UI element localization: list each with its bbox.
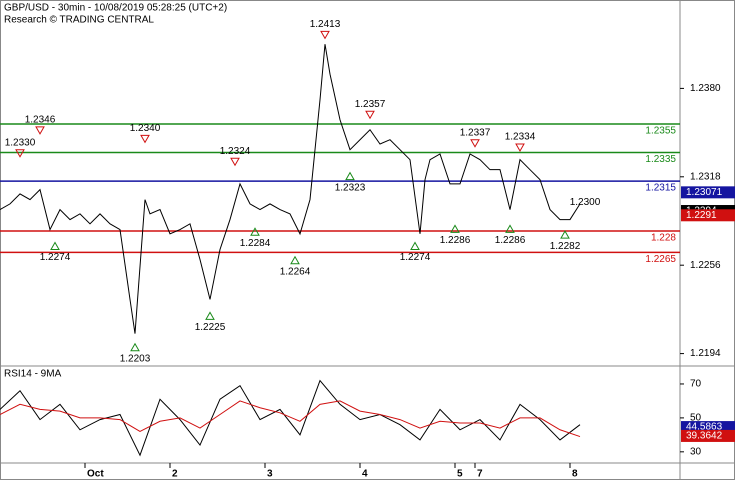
x-tick-label: 4 [362, 469, 368, 480]
marker-label: 1.2274 [400, 252, 431, 263]
marker-label: 1.2203 [120, 353, 151, 364]
high-marker [230, 157, 240, 167]
high-marker [35, 126, 45, 135]
marker-label: 1.2357 [355, 99, 386, 110]
marker-label: 1.2330 [5, 137, 36, 148]
marker-label: 1.2340 [130, 123, 161, 134]
high-marker [320, 30, 330, 40]
marker-label: 1.2274 [40, 252, 71, 263]
low-marker [50, 241, 60, 251]
marker-label: 1.2413 [310, 19, 341, 30]
high-marker [515, 143, 525, 152]
marker-label: 1.2346 [25, 115, 56, 126]
pane-title: RSI14 - 9MA [4, 369, 62, 380]
level-label: 1.2265 [645, 254, 676, 265]
marker-label: 1.2300 [570, 197, 601, 208]
price-box-label: 44.5863 [686, 422, 723, 433]
y-tick-label: 1.2380 [690, 83, 721, 94]
y-tick-label: 1.2256 [690, 260, 721, 271]
low-marker [205, 311, 215, 320]
x-tick-label: Oct [87, 469, 104, 480]
x-tick-label: 5 [457, 469, 463, 480]
y-tick-label: 30 [690, 446, 702, 457]
low-marker [250, 227, 260, 236]
price-box-label: 1.2291 [686, 210, 717, 221]
chart-subtitle: Research © TRADING CENTRAL [4, 15, 154, 26]
x-tick-label: 8 [572, 469, 578, 480]
marker-label: 1.2225 [195, 322, 226, 333]
price-box-label: 1.23071 [686, 187, 723, 198]
level-label: 1.2355 [645, 126, 676, 137]
price-box [681, 429, 735, 442]
y-tick-label: 1.2194 [690, 348, 721, 359]
y-tick-label: 70 [690, 379, 702, 390]
high-marker [470, 139, 480, 148]
price-box-label: 39.3642 [686, 431, 723, 442]
y-tick-label: 50 [690, 413, 702, 424]
marker-label: 1.2284 [240, 238, 271, 249]
price-box [681, 186, 735, 199]
price-line [0, 400, 581, 438]
marker-label: 1.2286 [495, 235, 526, 246]
low-marker [410, 241, 420, 251]
high-marker [15, 149, 25, 158]
low-marker [560, 230, 570, 239]
low-marker [450, 224, 460, 233]
x-tick-label: 7 [477, 469, 483, 480]
low-marker [505, 224, 515, 233]
marker-label: 1.2334 [505, 132, 536, 143]
low-marker [345, 171, 355, 181]
price-line [0, 379, 581, 457]
marker-label: 1.2264 [280, 266, 311, 277]
x-tick-label: 2 [172, 469, 178, 480]
chart-title: GBP/USD - 30min - 10/08/2019 05:28:25 (U… [4, 3, 227, 14]
marker-label: 1.2337 [460, 127, 491, 138]
x-tick-label: 3 [267, 469, 273, 480]
marker-label: 1.2323 [335, 182, 366, 193]
level-label: 1.228 [651, 233, 676, 244]
marker-label: 1.2324 [220, 146, 251, 157]
y-tick-label: 1.2318 [690, 171, 721, 182]
high-marker [140, 134, 150, 144]
high-marker [365, 110, 375, 120]
low-marker [130, 342, 140, 352]
level-label: 1.2315 [645, 183, 676, 194]
marker-label: 1.2286 [440, 235, 471, 246]
low-marker [290, 255, 300, 265]
level-label: 1.2335 [645, 154, 676, 165]
marker-label: 1.2282 [550, 241, 581, 252]
price-line [0, 44, 581, 334]
price-box [681, 209, 735, 222]
